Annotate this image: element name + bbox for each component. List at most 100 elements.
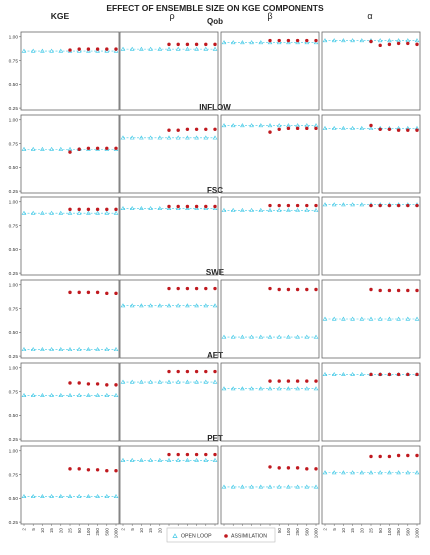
open-loop-point — [30, 210, 36, 215]
open-loop-point — [49, 347, 54, 352]
panel-frame — [119, 196, 219, 276]
open-loop-point — [21, 347, 27, 352]
assimilation-point — [114, 207, 118, 212]
open-loop-point — [212, 379, 218, 384]
open-loop-point — [267, 386, 273, 391]
open-loop-point — [249, 123, 254, 128]
open-loop-point — [267, 207, 273, 212]
assimilation-point — [105, 469, 109, 473]
open-loop-point — [175, 303, 181, 308]
column-label: α — [367, 11, 372, 21]
open-loop-point — [76, 347, 82, 352]
open-loop-point — [166, 46, 172, 51]
assimilation-point — [194, 369, 199, 374]
row-label: SWE — [206, 268, 225, 277]
assimilation-point — [286, 38, 291, 43]
assimilation-point — [396, 453, 401, 458]
open-loop-point — [58, 146, 64, 151]
row-label: FSC — [207, 186, 223, 195]
open-loop-point — [258, 40, 264, 45]
open-loop-point — [86, 347, 91, 352]
open-loop-point — [331, 372, 337, 377]
open-loop-point — [203, 46, 209, 51]
open-loop-point — [414, 316, 420, 321]
panel-frame — [20, 114, 120, 194]
assimilation-point — [277, 127, 281, 131]
assimilation-point — [105, 207, 109, 212]
row-label: Qob — [207, 17, 223, 26]
assimilation-point — [378, 43, 382, 48]
open-loop-point — [313, 334, 319, 339]
open-loop-point — [49, 146, 54, 151]
open-loop-point — [139, 206, 144, 211]
assimilation-point — [406, 288, 410, 293]
x-tick-label: 50 — [378, 528, 383, 534]
open-loop-point — [286, 40, 291, 45]
open-loop-point — [313, 40, 319, 45]
x-tick-label: 25 — [369, 528, 374, 534]
assimilation-point — [204, 42, 208, 47]
open-loop-point — [359, 372, 365, 377]
open-loop-point — [139, 135, 144, 140]
open-loop-point — [258, 123, 264, 128]
open-loop-point — [240, 207, 245, 212]
assimilation-point — [213, 42, 217, 47]
open-loop-point — [30, 347, 36, 352]
open-loop-point — [148, 457, 153, 462]
open-loop-point — [86, 48, 91, 53]
y-tick-label: 0.75 — [9, 58, 19, 64]
open-loop-point — [350, 470, 355, 475]
assimilation-point — [268, 465, 272, 469]
open-loop-point — [58, 392, 64, 397]
open-loop-point — [286, 207, 291, 212]
open-loop-point — [341, 372, 346, 377]
open-loop-point — [304, 207, 310, 212]
open-loop-point — [185, 46, 190, 51]
open-loop-point — [295, 334, 300, 339]
assimilation-point — [194, 42, 199, 47]
assimilation-point — [114, 469, 118, 473]
x-tick-label: 2 — [121, 528, 126, 531]
open-loop-point — [322, 316, 328, 321]
open-loop-point — [113, 347, 119, 352]
open-loop-point — [295, 386, 300, 391]
assimilation-point — [194, 127, 199, 131]
assimilation-point — [114, 47, 118, 51]
x-tick-label: 10 — [139, 528, 144, 534]
assimilation-point — [204, 369, 208, 374]
open-loop-point — [166, 457, 172, 462]
open-loop-point — [58, 48, 64, 53]
assimilation-point — [77, 290, 81, 295]
open-loop-point — [368, 470, 374, 475]
open-loop-point — [58, 494, 64, 499]
open-loop-point — [221, 484, 227, 489]
x-tick-label: 500 — [304, 528, 309, 536]
open-loop-point — [359, 202, 365, 207]
assimilation-point — [406, 128, 410, 132]
open-loop-point — [148, 206, 153, 211]
y-tick-label: 1.00 — [9, 283, 19, 289]
assimilation-point — [95, 468, 100, 472]
assimilation-point — [204, 452, 208, 457]
assimilation-point — [369, 372, 373, 377]
assimilation-point — [105, 291, 109, 296]
open-loop-point — [104, 210, 110, 215]
open-loop-point — [396, 470, 401, 475]
x-tick-label: 500 — [104, 528, 109, 536]
assimilation-point — [305, 379, 309, 383]
assimilation-point — [406, 372, 410, 377]
open-loop-point — [276, 334, 282, 339]
assimilation-point — [286, 466, 291, 470]
assimilation-point — [86, 207, 91, 212]
panel-frame — [321, 362, 421, 442]
open-loop-point — [304, 484, 310, 489]
x-tick-label: 5 — [130, 528, 135, 531]
open-loop-point — [322, 125, 328, 130]
open-loop-point — [21, 210, 27, 215]
open-loop-point — [350, 202, 355, 207]
assimilation-point — [185, 42, 190, 47]
open-loop-point — [30, 494, 36, 499]
assimilation-point — [95, 290, 100, 295]
assimilation-point — [86, 382, 91, 386]
assimilation-point — [114, 291, 118, 296]
